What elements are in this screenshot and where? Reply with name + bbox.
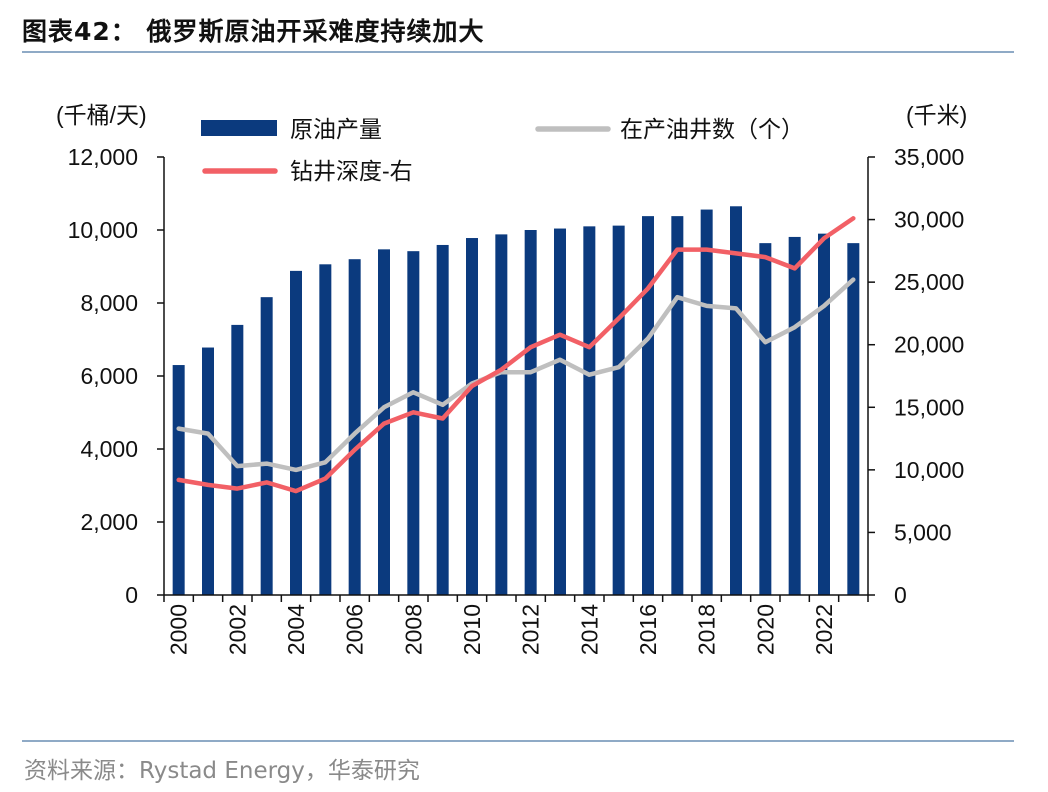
right-axis-unit: (千米) xyxy=(906,102,967,128)
left-tick-label: 8,000 xyxy=(80,290,138,316)
bar-2020 xyxy=(759,243,772,595)
bar-2016 xyxy=(642,216,654,595)
lines-layer xyxy=(176,216,856,494)
footer-divider xyxy=(22,740,1014,742)
bar-2011 xyxy=(495,234,508,595)
legend-label-wells: 在产油井数（个） xyxy=(620,116,804,142)
bar-2004 xyxy=(290,270,302,595)
bar-2006 xyxy=(348,259,361,595)
bar-2022 xyxy=(818,233,830,595)
bar-2015 xyxy=(612,225,625,595)
right-tick-label: 5,000 xyxy=(894,519,952,545)
left-tick-label: 2,000 xyxy=(80,509,138,535)
legend-label-bar: 原油产量 xyxy=(290,116,382,142)
right-tick-label: 35,000 xyxy=(894,144,964,170)
bar-2021 xyxy=(788,236,801,595)
figure-title: 图表42： 俄罗斯原油开采难度持续加大 xyxy=(22,17,485,46)
bar-2017 xyxy=(671,216,684,595)
bar-2014 xyxy=(583,226,596,595)
bar-2010 xyxy=(466,238,478,595)
legend-layer: 原油产量 在产油井数（个） 钻井深度-右 xyxy=(201,116,804,184)
x-tick-label: 2002 xyxy=(224,604,250,655)
left-tick-label: 6,000 xyxy=(80,363,138,389)
right-tick-label: 20,000 xyxy=(894,332,964,358)
bars-layer xyxy=(172,206,860,596)
line-series-1 xyxy=(176,277,856,473)
bar-2018 xyxy=(700,209,713,595)
legend-swatch-bar xyxy=(201,120,277,136)
left-tick-label: 4,000 xyxy=(80,436,138,462)
x-tick-label: 2000 xyxy=(166,604,192,655)
bar-2019 xyxy=(730,206,742,595)
x-tick-label: 2022 xyxy=(811,604,837,655)
line-series-2 xyxy=(176,216,856,494)
bar-2005 xyxy=(319,264,332,595)
bar-2003 xyxy=(260,297,273,595)
legend-label-depth: 钻井深度-右 xyxy=(290,158,413,184)
right-tick-label: 25,000 xyxy=(894,269,964,295)
bar-2002 xyxy=(231,324,244,595)
right-tick-label: 15,000 xyxy=(894,394,964,420)
left-axis-unit: (千桶/天) xyxy=(56,102,147,128)
x-tick-label: 2008 xyxy=(400,604,426,655)
bar-2008 xyxy=(407,251,420,596)
x-tick-label: 2014 xyxy=(576,604,602,655)
left-tick-label: 10,000 xyxy=(68,217,138,243)
axes-layer: 0 2,000 4,000 6,000 8,000 10,000 12,000 0 5,000 1… xyxy=(68,144,965,655)
x-tick-label: 2010 xyxy=(459,604,485,655)
x-tick-label: 2016 xyxy=(635,604,661,655)
bar-2013 xyxy=(554,228,566,596)
x-tick-label: 2006 xyxy=(342,604,368,655)
bar-2001 xyxy=(202,347,214,595)
right-tick-label: 0 xyxy=(894,582,907,608)
source-note: 资料来源：Rystad Energy，华泰研究 xyxy=(24,758,420,784)
right-tick-label: 30,000 xyxy=(894,207,964,233)
left-tick-label: 0 xyxy=(125,582,138,608)
bar-2023 xyxy=(847,243,860,595)
x-tick-label: 2012 xyxy=(518,604,544,655)
x-tick-label: 2020 xyxy=(752,604,778,655)
header-divider xyxy=(22,51,1014,53)
left-tick-label: 12,000 xyxy=(68,144,138,170)
bar-2012 xyxy=(524,230,537,595)
x-tick-label: 2004 xyxy=(283,604,309,655)
x-tick-label: 2018 xyxy=(694,604,720,655)
right-tick-label: 10,000 xyxy=(894,457,964,483)
